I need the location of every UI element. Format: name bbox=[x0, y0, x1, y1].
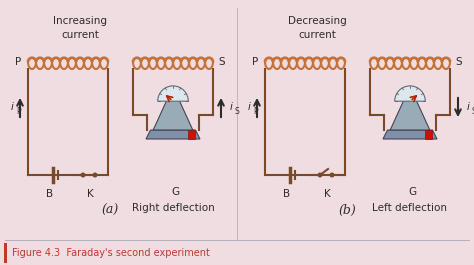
Wedge shape bbox=[158, 86, 188, 101]
Polygon shape bbox=[390, 99, 430, 130]
Polygon shape bbox=[153, 99, 193, 130]
Text: S: S bbox=[235, 108, 240, 117]
Text: G: G bbox=[171, 187, 179, 197]
Text: K: K bbox=[87, 189, 93, 199]
Text: S: S bbox=[219, 57, 225, 67]
Text: Decreasing
current: Decreasing current bbox=[288, 16, 346, 39]
Circle shape bbox=[318, 173, 322, 177]
Text: (b): (b) bbox=[338, 204, 356, 217]
Text: (a): (a) bbox=[101, 204, 118, 217]
Text: i: i bbox=[229, 102, 232, 112]
Text: P: P bbox=[252, 57, 258, 67]
Text: K: K bbox=[324, 189, 330, 199]
Circle shape bbox=[81, 173, 85, 177]
Circle shape bbox=[93, 173, 97, 177]
Text: Right deflection: Right deflection bbox=[132, 203, 214, 213]
Text: B: B bbox=[283, 189, 291, 199]
Text: Left deflection: Left deflection bbox=[373, 203, 447, 213]
Polygon shape bbox=[383, 130, 437, 139]
Text: B: B bbox=[46, 189, 54, 199]
Text: i: i bbox=[247, 102, 250, 112]
Text: P: P bbox=[15, 57, 21, 67]
Circle shape bbox=[330, 173, 334, 177]
Text: Figure 4.3  Faraday's second experiment: Figure 4.3 Faraday's second experiment bbox=[12, 248, 210, 258]
Text: S: S bbox=[472, 108, 474, 117]
Polygon shape bbox=[146, 130, 200, 139]
Bar bbox=[4, 243, 7, 263]
Text: i: i bbox=[466, 102, 469, 112]
Text: P: P bbox=[253, 108, 258, 117]
Wedge shape bbox=[395, 86, 425, 101]
Bar bbox=[188, 130, 195, 139]
Text: S: S bbox=[456, 57, 462, 67]
Text: P: P bbox=[16, 108, 21, 117]
Text: i: i bbox=[10, 102, 13, 112]
Text: G: G bbox=[408, 187, 416, 197]
Text: Increasing
current: Increasing current bbox=[53, 16, 107, 39]
Bar bbox=[425, 130, 432, 139]
